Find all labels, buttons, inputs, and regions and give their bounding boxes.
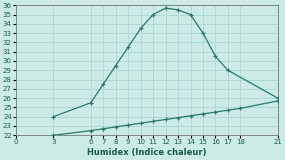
X-axis label: Humidex (Indice chaleur): Humidex (Indice chaleur) xyxy=(87,148,207,157)
